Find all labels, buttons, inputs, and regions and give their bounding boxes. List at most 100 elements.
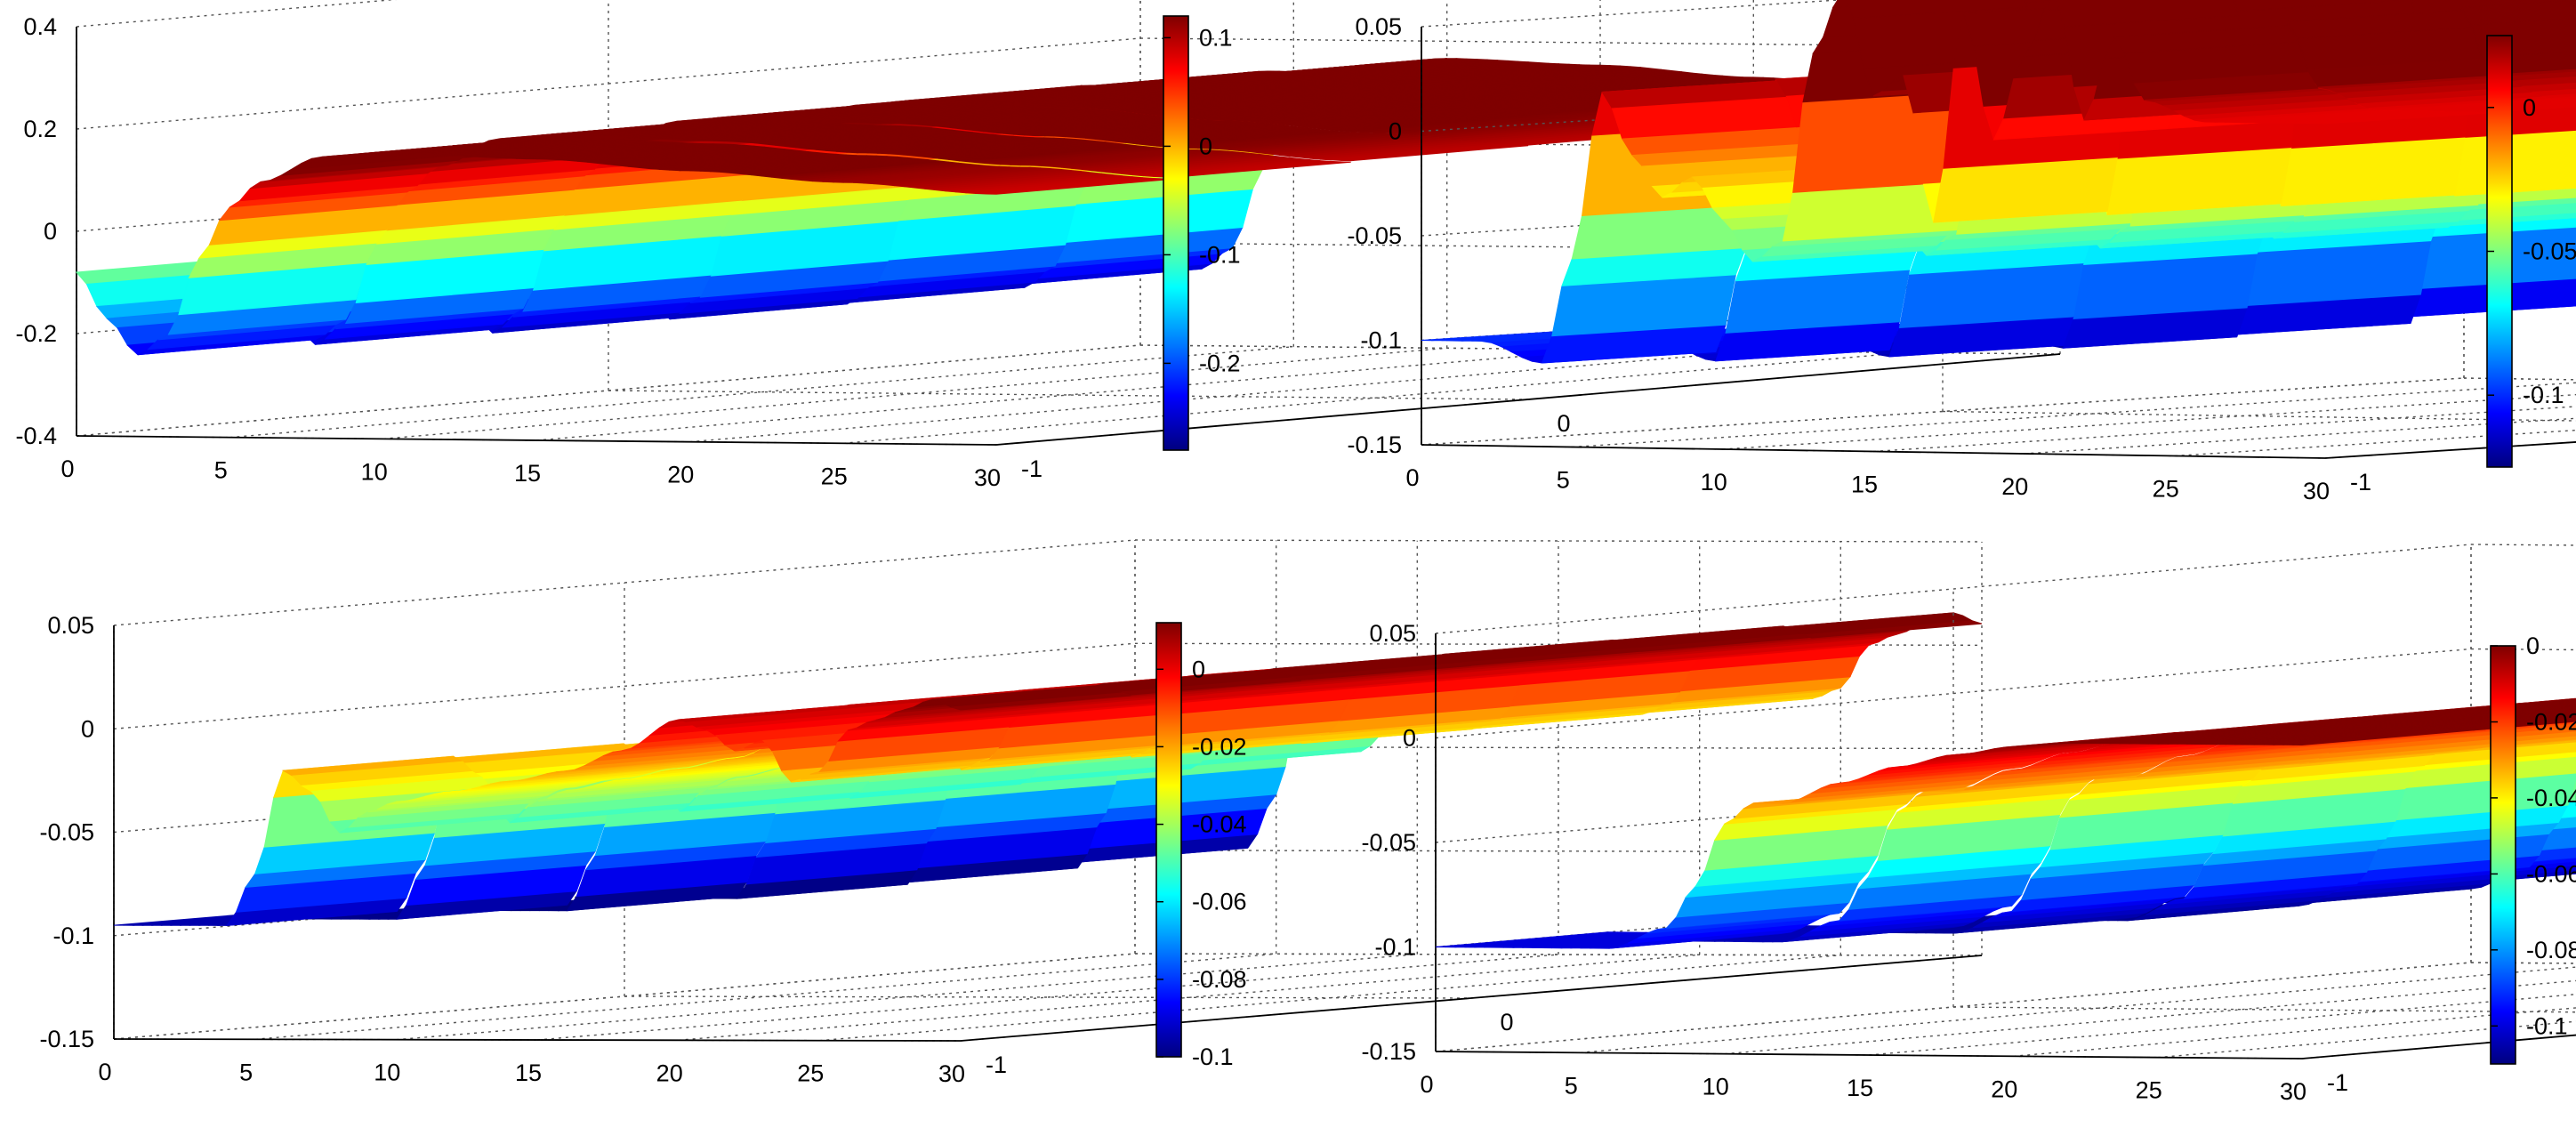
y-axis-line (960, 955, 1983, 1042)
colorbar: 0 -0.02 -0.04 -0.06 -0.08 -0.1 (2490, 632, 2576, 1065)
x-tick-label: 30 (938, 1060, 965, 1087)
z-tick-label: 0 (1389, 118, 1402, 145)
z-tick-label: -0.2 (15, 320, 57, 347)
colorbar-tick-label: -0.1 (1199, 241, 1241, 268)
z-tick-label: -0.15 (39, 1026, 94, 1052)
colorbar-tick-label: 0 (2526, 632, 2540, 659)
grid-line-z (1134, 745, 1983, 750)
colorbar-tick-label: -0.05 (2523, 238, 2576, 265)
grid-line-z (1134, 539, 1983, 543)
colorbar-tick-label: -0.04 (2526, 785, 2576, 811)
colorbar-tick-label: -0.04 (1192, 811, 1247, 838)
y-tick-label: -1 (1021, 455, 1042, 482)
x-tick-label: 30 (974, 464, 1001, 491)
z-tick-label: -0.4 (15, 423, 57, 449)
z-tick-label: -0.05 (1347, 222, 1402, 249)
grid-line-x-floor (229, 346, 1294, 439)
x-axis-line (1435, 1051, 2303, 1060)
z-tick-label: -0.05 (39, 819, 94, 846)
grid-line-x-floor (1724, 979, 2576, 1055)
colorbar-tick-label: 0 (2523, 94, 2536, 121)
colorbar-tick-label: -0.06 (1192, 889, 1247, 915)
y-tick-label: -1 (986, 1051, 1007, 1078)
surface-patch (2559, 698, 2576, 702)
z-tick-label: 0.2 (23, 116, 57, 142)
surface-patch (2292, 729, 2475, 746)
z-tick-label: -0.1 (1374, 934, 1416, 961)
colorbar-tick-label: -0.02 (1192, 733, 1247, 760)
grid-line-y-floor (1942, 410, 2576, 422)
colorbar-frame (1155, 622, 1182, 1058)
grid-line-x-floor (254, 953, 1276, 1040)
x-tick-label: 20 (1991, 1076, 2017, 1102)
grid-line-x-floor (535, 349, 1601, 441)
surface-patch (2460, 0, 2576, 26)
grid-line-x-floor (1572, 382, 2576, 448)
colorbar: 0 -0.02 -0.04 -0.06 -0.08 -0.1 (1155, 622, 1247, 1070)
surface-patch (2552, 96, 2576, 100)
y-axis-line (995, 353, 2061, 446)
grid-line-x-floor (396, 954, 1418, 1041)
grid-line-z (2470, 648, 2576, 651)
x-tick-label: 25 (797, 1060, 824, 1087)
surface-plot-top-right: 051015202530-10-0.15-0.1-0.0500.050-0.05… (1347, 0, 2576, 504)
surface-patch (2572, 97, 2576, 100)
z-tick-label: 0.05 (47, 612, 94, 639)
z-tick-label: -0.1 (1360, 327, 1402, 354)
y-tick-label: 0 (1500, 1009, 1513, 1035)
surface-plot-bottom-left: 0 5 10 15 20 25 30 -10-0.15-0.1-0.0500.050-0.02… (39, 539, 1983, 1087)
colorbar-tick-label: -0.1 (1192, 1043, 1234, 1070)
x-tick-label: 5 (1557, 467, 1570, 494)
surface-patch (2510, 76, 2576, 87)
y-tick-label: -1 (2327, 1069, 2348, 1096)
x-tick-label: 10 (374, 1060, 400, 1086)
x-tick-label: 5 (1565, 1072, 1578, 1099)
surface-patch (951, 692, 1131, 711)
x-axis-line (1421, 444, 2326, 459)
surface-mesh (1421, 0, 2576, 364)
x-tick-label: 0 (1405, 464, 1419, 491)
grid-line-z-side (1435, 544, 2472, 634)
grid-line-x-floor (1722, 393, 2576, 450)
x-tick-label: 25 (2153, 476, 2179, 503)
x-tick-label: 30 (2280, 1078, 2306, 1105)
surface-patch (1340, 144, 1529, 162)
x-tick-label: 10 (1701, 469, 1727, 496)
z-tick-label: -0.1 (52, 923, 94, 949)
surface-patch (2569, 698, 2576, 700)
colorbar-tick-label: -0.1 (2526, 1012, 2568, 1039)
colorbar: 0 -0.05 -0.1 (2486, 35, 2576, 468)
grid-line-x-floor (842, 351, 1907, 444)
colorbar-frame (2490, 645, 2516, 1065)
grid-line-y-floor (1952, 1006, 2576, 1013)
grid-line-x-floor (2157, 1020, 2576, 1059)
colorbar-tick-label: -0.1 (2523, 382, 2564, 408)
grid-line-x-floor (1868, 993, 2576, 1056)
y-tick-label: -1 (2350, 469, 2371, 496)
grid-line-y-floor (1134, 953, 1983, 956)
surface-plot-bottom-right: 051015202530-10-0.15-0.1-0.0500.050-0.02… (1361, 544, 2576, 1105)
x-tick-label: 15 (515, 1060, 542, 1086)
grid-line-z-side (76, 0, 398, 28)
surface-mesh (1435, 697, 2576, 949)
x-tick-label: 25 (2136, 1077, 2162, 1104)
x-tick-label: 0 (98, 1059, 111, 1085)
colorbar-tick-label: -0.08 (1192, 966, 1247, 993)
y-axis-line (2301, 1034, 2576, 1060)
grid-line-z-side (1421, 377, 2465, 446)
colorbar-frame (1163, 15, 1189, 451)
colorbar-tick-label: -0.08 (2526, 937, 2576, 963)
z-tick-label: 0.05 (1369, 620, 1416, 647)
x-tick-label: 20 (667, 462, 694, 488)
x-tick-label: 30 (2303, 478, 2330, 504)
x-tick-label: 15 (1847, 1075, 1873, 1101)
surface-patch (1291, 662, 1472, 681)
z-tick-label: 0 (81, 715, 94, 742)
x-tick-label: 15 (1851, 471, 1878, 498)
colorbar-gradient (1163, 16, 1188, 450)
x-tick-label: 0 (1420, 1071, 1433, 1098)
grid-lines (1435, 544, 2576, 1060)
